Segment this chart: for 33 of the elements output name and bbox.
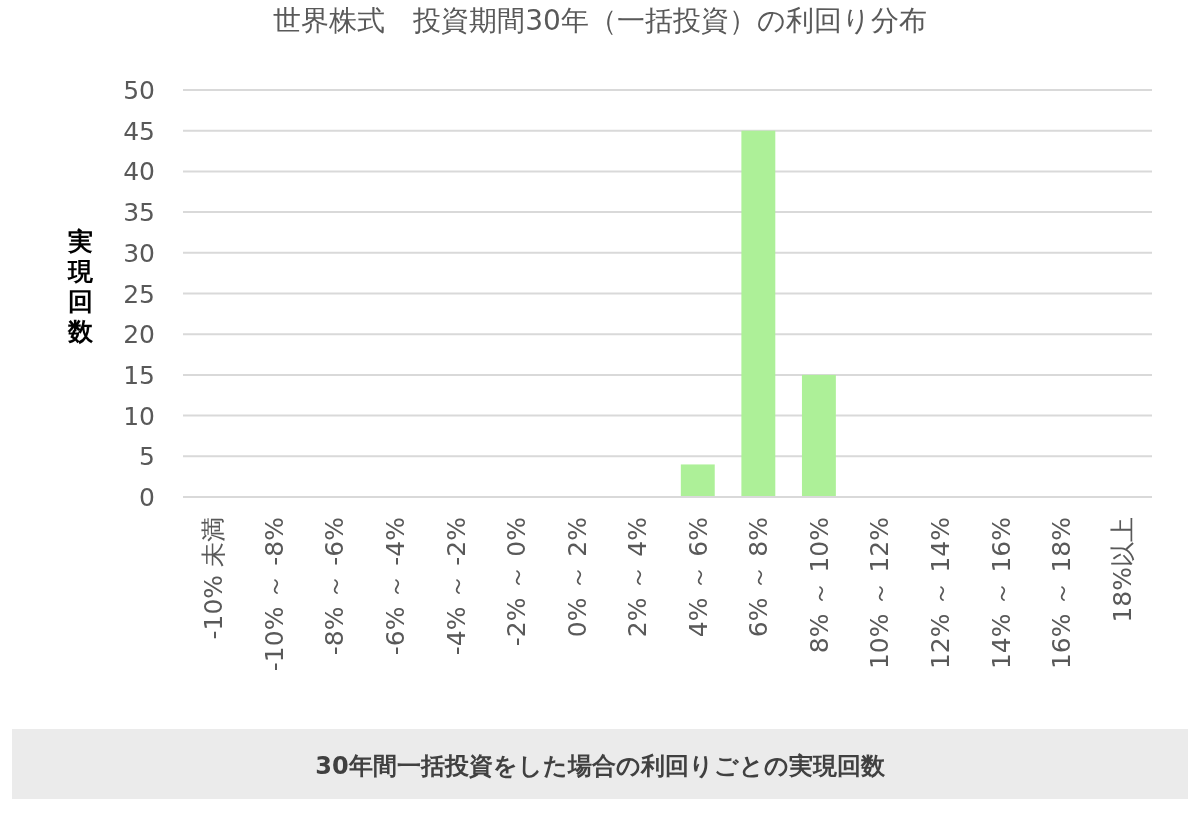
text: 30年間一括投資をした場合の利回りごとの実現回数 (315, 752, 886, 780)
y-tick-label: 25 (123, 279, 155, 309)
y-axis-title: 実現回数 (66, 227, 94, 346)
x-tick-label: -4% ～ -2% (441, 517, 471, 656)
y-tick-label: 50 (123, 76, 155, 105)
x-tick-label: -10% ～ -8% (259, 517, 289, 672)
x-tick-label: 2% ～ 4% (623, 517, 653, 638)
chart-title: 世界株式 投資期間30年（一括投資）の利回り分布 (273, 4, 927, 37)
x-tick-label: 12% ～ 14% (926, 517, 956, 670)
x-tick-label: 0% ～ 2% (562, 517, 592, 638)
x-tick-label: -2% ～ 0% (502, 517, 532, 647)
bar (801, 374, 836, 497)
y-tick-label: 0 (139, 483, 155, 512)
y-tick-label: 10 (123, 401, 155, 431)
x-tick-label: 8% ～ 10% (804, 517, 834, 654)
x-tick-label: 10% ～ 12% (865, 517, 895, 670)
y-tick-label: 40 (123, 157, 155, 187)
x-tick-label: 18%以上 (1107, 517, 1137, 623)
x-tick-label: 6% ～ 8% (744, 517, 774, 638)
x-tick-label: 14% ～ 16% (986, 517, 1016, 670)
y-tick-label: 35 (123, 198, 155, 228)
x-tick-label: 16% ～ 18% (1047, 517, 1077, 670)
y-tick-label: 20 (123, 320, 155, 350)
x-tick-label: -6% ～ -4% (380, 517, 410, 656)
bar (680, 464, 715, 497)
bar (741, 130, 776, 497)
y-tick-label: 30 (123, 238, 155, 268)
x-tick-label: -10% 未満 (199, 517, 229, 640)
x-tick-label: 4% ～ 6% (683, 517, 713, 638)
y-tick-label: 15 (123, 360, 155, 390)
y-tick-label: 5 (139, 442, 155, 472)
x-tick-label: -8% ～ -6% (320, 517, 350, 656)
y-tick-label: 45 (123, 116, 155, 146)
